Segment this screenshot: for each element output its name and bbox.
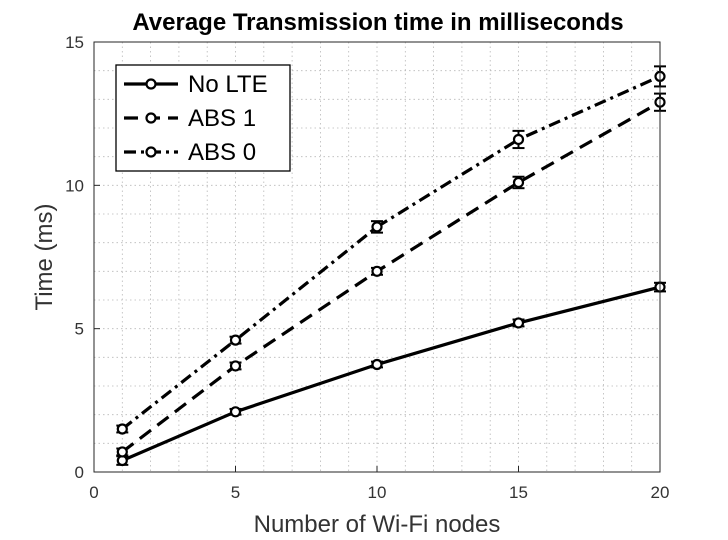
y-tick-label: 10: [65, 176, 84, 195]
series-layer: [116, 65, 666, 467]
legend-label: No LTE: [188, 71, 268, 98]
legend-marker: [145, 78, 157, 90]
series-2: [116, 92, 666, 458]
data-point: [116, 446, 128, 458]
data-point: [512, 176, 525, 189]
y-tick-label: 0: [75, 463, 84, 482]
legend: No LTE ABS 1 ABS 0: [115, 64, 291, 172]
chart-title: Average Transmission time in millisecond…: [132, 9, 623, 36]
x-tick-label: 10: [368, 483, 387, 502]
data-point: [371, 358, 383, 371]
data-point: [229, 406, 242, 418]
x-tick-label: 0: [89, 483, 98, 502]
legend-marker: [145, 146, 157, 158]
series-3: [116, 65, 666, 435]
x-tick-label: 20: [651, 483, 670, 502]
y-axis-label: Time (ms): [31, 203, 58, 310]
data-point: [371, 265, 383, 277]
ticks: 0 5 10 15 20 0 5 10 15: [65, 33, 669, 502]
data-point: [229, 334, 242, 346]
data-point: [371, 221, 383, 233]
data-point: [512, 133, 525, 146]
legend-marker: [145, 112, 157, 124]
x-tick-label: 5: [231, 483, 240, 502]
legend-label: ABS 1: [188, 105, 256, 132]
y-tick-label: 15: [65, 33, 84, 52]
data-point: [229, 360, 242, 372]
legend-label: ABS 0: [188, 139, 256, 166]
data-point: [512, 317, 525, 329]
data-point: [116, 423, 128, 435]
y-tick-label: 5: [75, 320, 84, 339]
x-axis-label: Number of Wi-Fi nodes: [254, 511, 501, 538]
x-tick-label: 15: [509, 483, 528, 502]
